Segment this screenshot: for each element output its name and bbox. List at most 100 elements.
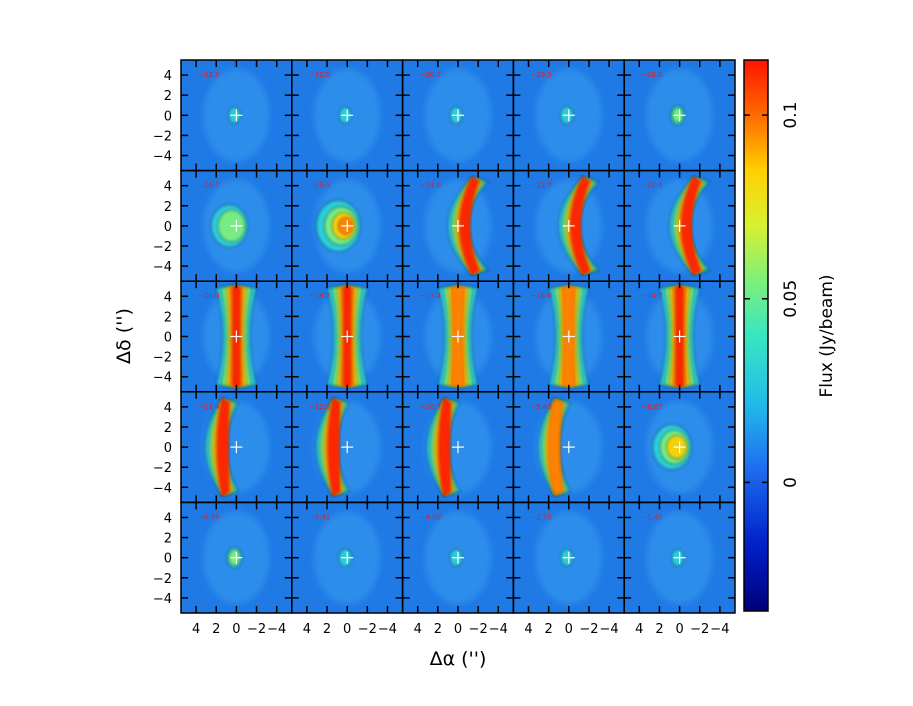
emission-contour (328, 398, 340, 497)
colorbar-title: Flux (Jy/beam) (817, 274, 837, 397)
x-tick-label: 4 (635, 622, 643, 637)
velocity-label: −18.7 (309, 292, 330, 300)
x-tick-label: 4 (414, 622, 422, 637)
channel-panel: −1.42 (624, 502, 735, 613)
x-axis-title: Δα ('') (430, 648, 487, 670)
x-tick-label: −2 (690, 622, 709, 637)
y-tick-label: 4 (164, 511, 172, 526)
velocity-label: −22.7 (530, 182, 551, 190)
channel-panel: −18.7 (291, 281, 403, 392)
x-tick-label: 0 (454, 622, 462, 637)
emission-contour (217, 398, 229, 497)
y-tick-label: 2 (164, 421, 172, 436)
velocity-label: −25.3 (309, 182, 330, 190)
y-tick-label: −2 (153, 240, 172, 255)
y-tick-label: 4 (164, 290, 172, 305)
x-tick-label: −4 (600, 622, 619, 637)
channel-panel: −13.4 (181, 391, 292, 503)
y-tick-label: 2 (164, 200, 172, 215)
velocity-label: −2.75 (530, 513, 551, 521)
y-tick-label: −2 (153, 129, 172, 144)
velocity-label: −5.41 (309, 513, 330, 521)
channel-panel: −30.7 (402, 60, 514, 171)
y-tick-label: −2 (153, 461, 172, 476)
channel-panel: −20.0 (181, 281, 292, 392)
velocity-label: −4.08 (420, 513, 441, 521)
x-tick-label: 0 (343, 622, 351, 637)
velocity-label: −24.0 (420, 182, 441, 190)
channel-panel: −17.4 (402, 281, 514, 392)
x-tick-label: −2 (358, 622, 377, 637)
y-tick-label: −4 (153, 260, 172, 275)
x-tick-label: 0 (675, 622, 683, 637)
velocity-label: −17.4 (420, 292, 442, 300)
colorbar-tick-label: 0 (781, 477, 801, 488)
channel-panel: −24.0 (402, 170, 514, 282)
y-tick-label: −2 (153, 572, 172, 587)
velocity-label: −13.4 (198, 403, 220, 411)
x-tick-label: 0 (565, 622, 573, 637)
velocity-label: −26.7 (198, 182, 219, 190)
velocity-label: −6.74 (198, 513, 220, 521)
channel-panel: −28.0 (624, 60, 735, 171)
velocity-label: −9.40 (530, 403, 551, 411)
velocity-label: −1.42 (641, 513, 662, 521)
velocity-label: −16.0 (530, 292, 551, 300)
y-tick-label: 0 (164, 552, 172, 567)
x-tick-label: −4 (267, 622, 286, 637)
channel-panel: −8.07 (624, 391, 735, 503)
emission-contour (570, 177, 590, 275)
y-tick-label: −4 (153, 371, 172, 386)
channel-panel: −25.3 (291, 170, 403, 282)
x-tick-label: −2 (469, 622, 488, 637)
colorbar-ticks: 0 0.05 0.1 (744, 102, 801, 488)
y-tick-label: 0 (164, 331, 172, 346)
x-tick-label: 2 (212, 622, 220, 637)
x-tick-label: −2 (247, 622, 266, 637)
velocity-label: −8.07 (641, 403, 662, 411)
channel-panel: −21.4 (624, 170, 735, 282)
colorbar-tick-label: 0.1 (781, 102, 801, 129)
y-tick-label: 4 (164, 69, 172, 84)
y-tick-label: −4 (153, 592, 172, 607)
velocity-label: −21.4 (641, 182, 663, 190)
channel-panels: −33.3 −32.0 −30.7 −29.3 −28.0 −26.7 −25.3 −24.0… (181, 60, 735, 613)
velocity-label: −10.7 (420, 403, 441, 411)
colorbar-tick-label: 0.05 (781, 280, 801, 318)
emission-contour (681, 177, 701, 275)
emission-contour (459, 177, 479, 275)
channel-panel: −5.41 (291, 502, 403, 613)
velocity-label: −32.0 (309, 71, 330, 79)
x-tick-label: 2 (655, 622, 663, 637)
channel-panel: −14.7 (624, 281, 735, 392)
velocity-label: −29.3 (530, 71, 551, 79)
channel-panel: −2.75 (513, 502, 625, 613)
channel-panel: −12.0 (291, 391, 403, 503)
channel-panel: −33.3 (181, 60, 292, 171)
x-tick-label: 4 (303, 622, 311, 637)
x-tick-label: 2 (545, 622, 553, 637)
y-tick-label: −2 (153, 351, 172, 366)
y-tick-label: 2 (164, 310, 172, 325)
velocity-label: −33.3 (198, 71, 219, 79)
channel-panel: −9.40 (513, 391, 625, 503)
x-tick-label: 4 (524, 622, 532, 637)
y-tick-label: −4 (153, 150, 172, 165)
y-tick-label: 4 (164, 180, 172, 195)
y-tick-label: 0 (164, 441, 172, 456)
x-tick-label: 2 (323, 622, 331, 637)
x-tick-label: −4 (378, 622, 397, 637)
y-axis-title: Δδ ('') (113, 308, 135, 364)
velocity-label: −14.7 (641, 292, 662, 300)
x-tick-label: −2 (579, 622, 598, 637)
x-tick-label: −4 (710, 622, 729, 637)
panel-frames (180, 59, 736, 614)
y-tick-label: −4 (153, 481, 172, 496)
channel-panel: −16.0 (513, 281, 625, 392)
channel-panel: −4.08 (402, 502, 514, 613)
x-tick-label: −4 (489, 622, 508, 637)
y-tick-label: 0 (164, 220, 172, 235)
emission-contour (438, 398, 451, 497)
